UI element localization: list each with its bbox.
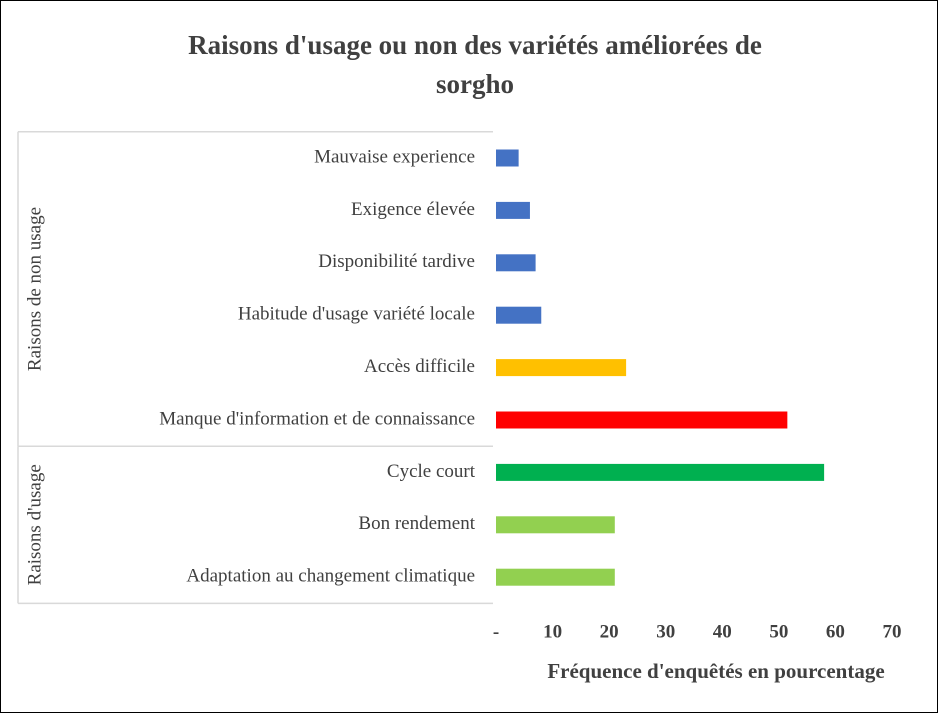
y-tick-label: Exigence élevée [351,199,475,220]
group-label: Raisons de non usage [24,207,45,371]
y-tick-label: Adaptation au changement climatique [186,566,475,587]
bar [496,149,519,167]
y-tick-label: Bon rendement [358,513,475,534]
group-label: Raisons d'usage [24,464,45,585]
y-tick-label: Cycle court [387,461,476,482]
y-tick-label: Habitude d'usage variété locale [238,304,475,325]
bar [496,463,825,481]
x-tick-label: 60 [826,621,845,642]
bar [496,568,615,586]
y-tick-label: Mauvaise experience [314,146,475,167]
y-tick-label: Accès difficile [364,356,475,377]
chart-title: sorgho [436,69,514,99]
x-tick-label: 10 [543,621,562,642]
bar [496,306,542,324]
y-tick-label: Manque d'information et de connaissance [159,408,475,429]
x-axis-title: Fréquence d'enquêtés en pourcentage [547,659,884,683]
bar [496,411,788,429]
x-tick-label: 40 [713,621,732,642]
x-tick-label: 50 [769,621,788,642]
bar [496,359,627,377]
y-tick-label: Disponibilité tardive [318,251,475,272]
x-tick-label: 20 [600,621,619,642]
chart-title: Raisons d'usage ou non des variétés amél… [188,30,762,60]
x-tick-label: 70 [883,621,902,642]
bar [496,516,615,534]
x-tick-label: - [493,621,499,642]
bar [496,254,536,272]
bar [496,201,530,219]
x-tick-label: 30 [656,621,675,642]
